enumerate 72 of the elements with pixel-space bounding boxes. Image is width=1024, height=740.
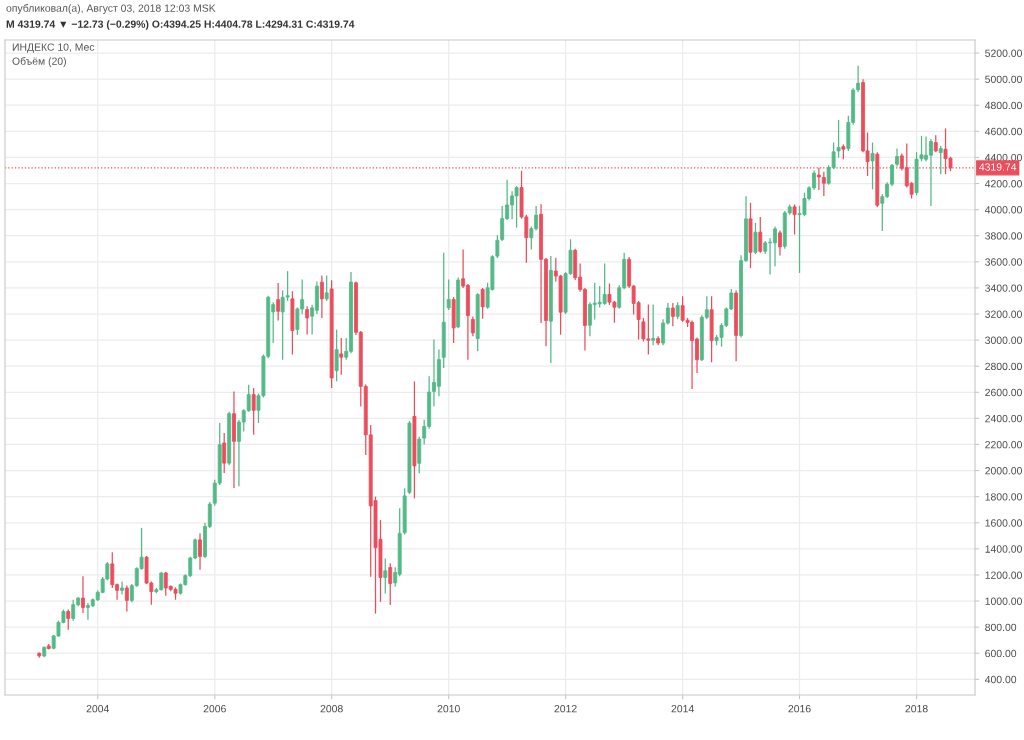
candlestick (324, 274, 329, 302)
candlestick (124, 584, 129, 613)
candlestick (651, 303, 656, 346)
candlestick (222, 432, 227, 474)
candlestick (500, 205, 505, 242)
y-tick-label: 600.00 (985, 649, 1017, 658)
y-tick-label: 1000.00 (985, 597, 1022, 605)
candlestick (821, 171, 826, 197)
y-tick-label: 3200.00 (985, 310, 1022, 318)
y-tick-label: 1200.00 (985, 571, 1022, 579)
candlestick (319, 274, 324, 319)
y-tick-label: 1400.00 (985, 545, 1022, 553)
candlestick (81, 575, 85, 614)
chart-title: ИНДЕКС 10, Мес (12, 43, 95, 53)
candlestick (470, 315, 475, 337)
x-tick-label: 2012 (554, 705, 577, 713)
candlestick (71, 599, 76, 622)
x-tick-label: 2014 (671, 705, 694, 713)
candlestick (66, 608, 71, 631)
x-tick-label: 2006 (203, 705, 226, 713)
candlestick (388, 562, 393, 606)
y-tick-label: 1800.00 (985, 493, 1022, 501)
candlestick (514, 185, 519, 229)
candlestick (778, 229, 782, 257)
y-tick-label: 2800.00 (985, 362, 1022, 371)
candlestick (334, 329, 339, 382)
x-tick-label: 2004 (86, 705, 109, 713)
candlestick (792, 203, 797, 236)
candlestick (602, 262, 607, 306)
candlestick (446, 278, 451, 311)
candlestick (110, 551, 115, 589)
candlestick (670, 302, 675, 327)
candlestick (870, 141, 875, 190)
y-tick-label: 2200.00 (985, 440, 1022, 449)
y-tick-label: 4400.00 (984, 153, 1022, 162)
y-tick-label: 2000.00 (985, 467, 1022, 475)
y-tick-label: 5000.00 (985, 75, 1022, 84)
candlestick (938, 145, 943, 175)
ref-line-label: 4319.74 (979, 163, 1017, 171)
text: опубликовал(а), Август 03, 2018 12:03 MSK (6, 4, 216, 14)
text: M 4319.74 ▼ −12.73 (−0.29%) O:4394.25 H:4404.78 L:4294.31 C:4319.74 (6, 20, 355, 30)
candlestick (120, 580, 124, 596)
y-tick-label: 4000.00 (984, 206, 1022, 214)
candlestick (919, 135, 924, 162)
y-tick-label: 800.00 (985, 623, 1017, 632)
x-tick-label: 2010 (437, 705, 460, 713)
y-tick-label: 3600.00 (985, 258, 1022, 266)
y-tick-label: 4600.00 (984, 127, 1022, 136)
y-tick-label: 4800.00 (984, 101, 1022, 110)
y-tick-label: 4200.00 (984, 180, 1022, 188)
y-tick-label: 2400.00 (985, 414, 1022, 423)
y-tick-label: 1600.00 (985, 519, 1022, 527)
candlestick (276, 282, 281, 322)
candlestick (198, 532, 202, 571)
y-tick-label: 3000.00 (985, 336, 1022, 344)
y-tick-label: 2600.00 (985, 388, 1022, 397)
candlestick (339, 337, 344, 376)
y-tick-label: 5200.00 (985, 49, 1022, 57)
candlestick (753, 222, 758, 255)
x-tick-label: 2008 (320, 705, 343, 713)
candlestick (480, 287, 485, 320)
candlestick (305, 305, 310, 336)
candlestick (895, 147, 899, 168)
y-tick-label: 3800.00 (985, 232, 1022, 240)
x-tick-label: 2016 (788, 705, 811, 713)
candlestick (383, 557, 388, 595)
x-tick-label: 2018 (905, 705, 928, 713)
annotation: Объём (20) (12, 57, 66, 67)
candlestick (758, 216, 763, 254)
y-tick-label: 3400.00 (985, 284, 1022, 292)
y-tick-label: 400.00 (984, 675, 1017, 684)
candlestick (251, 387, 256, 436)
